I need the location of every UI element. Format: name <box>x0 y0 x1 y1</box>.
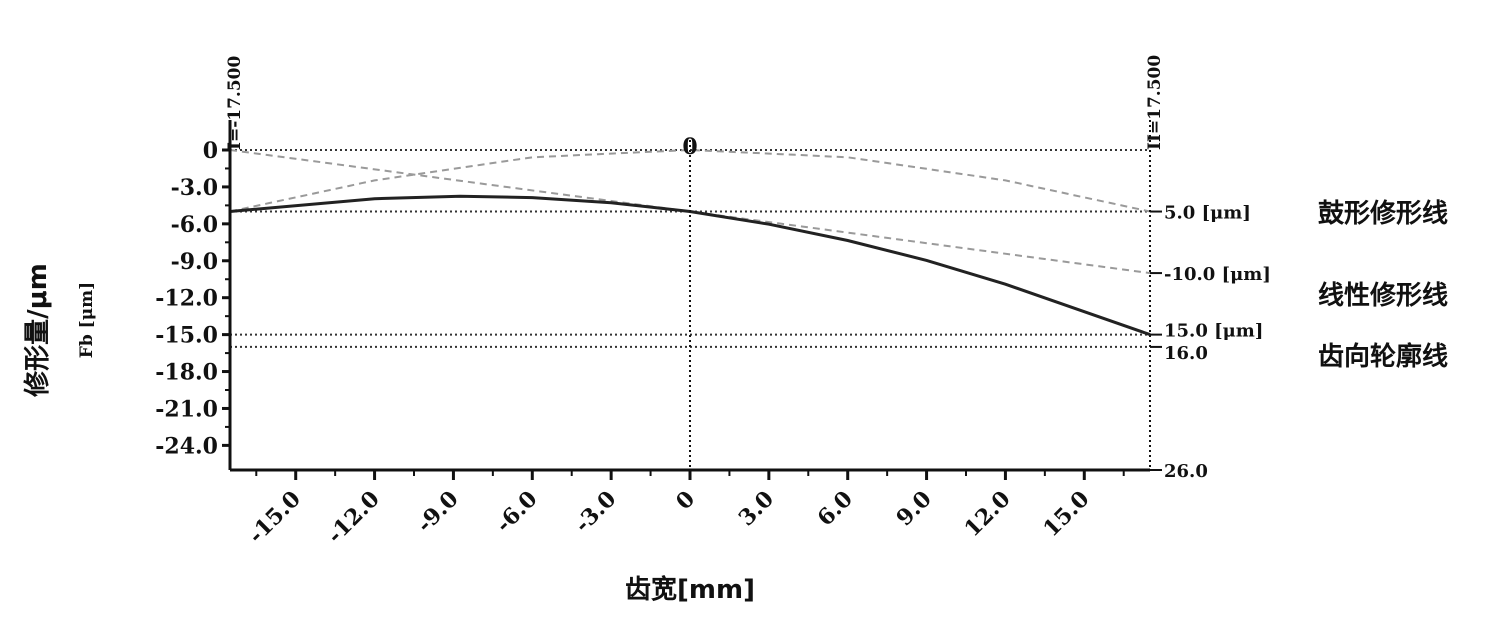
right-value-label: 5.0 [μm] <box>1164 203 1251 224</box>
series-layer <box>229 148 1151 337</box>
right-value-label: 26.0 <box>1164 461 1208 482</box>
x-tick-label: 0 <box>671 486 700 515</box>
x-tick-label: 9.0 <box>891 486 936 531</box>
series-line-1 <box>229 148 1151 213</box>
x-tick-label: 6.0 <box>813 486 858 531</box>
ticks: 0 -3.0 -6.0 -9.0 -12.0 -15.0 -18.0 -21.0 -24.0 -1… <box>155 138 1125 549</box>
y-tick-label: -9.0 <box>171 249 218 275</box>
right-bound-label: II=17.500 <box>1145 55 1165 150</box>
axes <box>228 120 1151 472</box>
series-line-2 <box>229 149 1151 275</box>
right-value-labels: 5.0 [μm] -10.0 [μm] 15.0 [μm]16.0 26.0 <box>1150 203 1271 482</box>
x-tick-label: 12.0 <box>959 486 1015 542</box>
y-tick-label: -3.0 <box>171 175 218 201</box>
y-tick-label: -18.0 <box>155 360 218 386</box>
x-tick-label: -15.0 <box>243 486 306 549</box>
reference-lines <box>230 149 1150 348</box>
y-axis-inner-title: Fb [μm] <box>77 282 97 358</box>
y-tick-label: -6.0 <box>171 212 218 238</box>
y-tick-label: -15.0 <box>155 323 218 349</box>
y-tick-label: -24.0 <box>155 433 218 459</box>
x-tick-label: -9.0 <box>412 486 464 538</box>
center-label: 0 <box>682 134 697 160</box>
legend-entry: 齿向轮廓线 <box>1318 341 1448 372</box>
x-tick-label: -12.0 <box>322 486 385 549</box>
x-tick-label: 3.0 <box>734 486 779 531</box>
left-bound-label: I=-17.500 <box>225 56 245 150</box>
right-value-label: 15.0 [μm] <box>1164 321 1263 342</box>
x-tick-label: -6.0 <box>491 486 543 538</box>
x-tick-label: -3.0 <box>569 486 621 538</box>
x-axis-title: 齿宽[mm] <box>625 574 755 605</box>
legend-entry: 鼓形修形线 <box>1318 198 1448 229</box>
x-tick-label: 15.0 <box>1038 486 1094 542</box>
y-tick-label: -12.0 <box>155 286 218 312</box>
y-axis-title: 修形量/μm <box>22 263 53 398</box>
series-line-3 <box>229 194 1151 337</box>
labels: 齿宽[mm] 修形量/μm Fb [μm] I=-17.500 II=17.50… <box>22 55 1165 605</box>
legend-entry: 线性修形线 <box>1318 280 1448 311</box>
y-tick-label: 0 <box>203 138 218 164</box>
right-value-label: -10.0 [μm] <box>1164 264 1271 285</box>
y-tick-label: -21.0 <box>155 396 218 422</box>
right-value-label: 16.0 <box>1164 343 1208 364</box>
